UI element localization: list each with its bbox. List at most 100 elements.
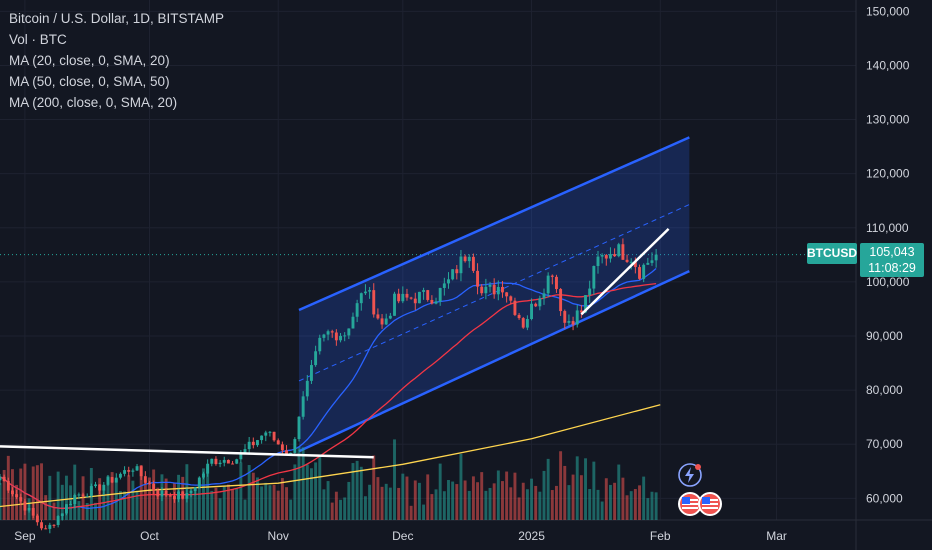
candle-body [638, 267, 641, 279]
volume-bar [314, 462, 318, 520]
legend-ma200[interactable]: MA (200, close, 0, SMA, 20) [9, 95, 178, 110]
candle-body [388, 315, 392, 319]
time-axis[interactable]: Sep Oct Nov Dec 2025 Feb Mar [14, 529, 787, 543]
volume-bar [330, 502, 334, 520]
volume-bar [197, 480, 201, 520]
legend-ma50[interactable]: MA (50, close, 0, SMA, 50) [9, 74, 170, 89]
candle-body [467, 256, 471, 262]
volume-bar [94, 502, 97, 520]
volume-bar [305, 464, 309, 520]
volume-bar [139, 465, 143, 520]
volume-bar [355, 460, 359, 520]
volume-bar [260, 486, 264, 520]
volume-bar [218, 498, 222, 520]
volume-bar [380, 486, 384, 520]
volume-bar [417, 482, 421, 520]
flash-icon[interactable] [677, 462, 703, 488]
candle-body [476, 270, 480, 287]
candle-body [69, 504, 73, 506]
volume-bar [596, 489, 600, 520]
candle-body [135, 466, 139, 471]
candle-body [322, 334, 326, 338]
candle-body [202, 473, 205, 478]
candle-body [625, 259, 629, 262]
candle-body [517, 314, 521, 319]
volume-bar [168, 494, 172, 520]
moving-averages [0, 268, 661, 510]
candle-body [272, 431, 276, 441]
candle-body [231, 463, 235, 465]
candle-body [397, 293, 401, 302]
time-tick-label: Feb [650, 529, 671, 543]
volume-bar [243, 499, 247, 520]
candle-body [471, 256, 475, 271]
legend-ma20[interactable]: MA (20, close, 0, SMA, 20) [9, 53, 170, 68]
candle-body [405, 293, 409, 298]
time-tick-label: Mar [766, 529, 787, 543]
candle-body [430, 299, 434, 304]
candle-body [555, 276, 558, 290]
candle-body [64, 504, 68, 514]
volume-bar [56, 471, 60, 520]
candle-body [197, 477, 201, 488]
candle-body [492, 284, 496, 295]
candle-body [280, 444, 284, 451]
time-tick-label: Nov [268, 529, 289, 543]
candle-body [330, 331, 334, 333]
price-tick-label: 110,000 [866, 221, 909, 235]
candle-body [488, 284, 492, 287]
volume-bar [442, 491, 446, 520]
candle-body [226, 459, 230, 464]
candle-body [480, 286, 484, 294]
volume-bar [268, 485, 272, 520]
volume-bar [646, 498, 650, 520]
volume-bar [476, 482, 480, 520]
candle-body [621, 244, 625, 260]
candle-body [617, 244, 621, 257]
price-axis[interactable]: 150,000 140,000 130,000 120,000 110,000 100,0… [866, 4, 910, 505]
price-tick-label: 130,000 [866, 113, 910, 127]
volume-bar [567, 485, 571, 520]
volume-bar [64, 475, 68, 520]
candle-body [355, 303, 359, 317]
candle-body [247, 441, 251, 450]
legend-title[interactable]: Bitcoin / U.S. Dollar, 1D, BITSTAMP [9, 11, 225, 26]
volume-bar [492, 483, 496, 520]
candle-body [40, 522, 43, 529]
bar-countdown: 11:08:29 [868, 261, 916, 275]
candle-body [268, 431, 272, 433]
white-trendline-right [580, 227, 670, 316]
legend-volume[interactable]: Vol · BTC [9, 32, 67, 47]
candle-body [318, 337, 322, 352]
volume-bar [73, 464, 77, 520]
event-flags[interactable] [677, 491, 725, 517]
candle-body [600, 255, 604, 257]
volume-bar [289, 499, 293, 520]
candle-body [0, 476, 2, 481]
candle-body [604, 255, 608, 259]
candle-body [56, 516, 60, 525]
volume-bar [334, 491, 338, 520]
candle-body [2, 476, 6, 482]
candle-body [455, 269, 459, 274]
volume-bar [189, 489, 193, 520]
candle-body [559, 289, 563, 312]
volume-bar [293, 464, 297, 520]
drawn-trendlines[interactable] [0, 227, 670, 459]
candle-body [613, 254, 617, 257]
volume-bar [488, 487, 492, 520]
candle-body [139, 466, 143, 477]
candle-body [98, 484, 102, 491]
last-price: 105,043 [869, 245, 915, 259]
volume-bar [280, 478, 284, 520]
candle-body [347, 328, 351, 336]
candle-body [185, 492, 189, 499]
volume-bar [642, 476, 646, 520]
volume-bar [633, 489, 637, 520]
volume-bar [372, 455, 376, 520]
volume-bar [608, 484, 612, 520]
candle-body [94, 484, 97, 487]
candle-body [546, 275, 550, 294]
volume-bar [193, 487, 197, 520]
